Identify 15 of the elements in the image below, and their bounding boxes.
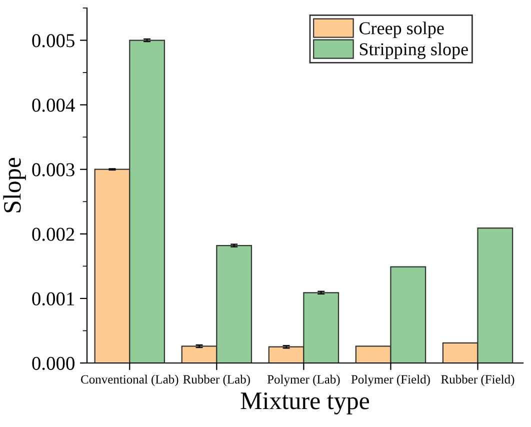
y-tick-label: 0.004 <box>32 98 75 112</box>
y-axis-title: Slope <box>3 158 26 212</box>
y-tick-label: 0.005 <box>32 34 74 48</box>
x-tick-label: Rubber (Field) <box>441 374 514 386</box>
x-tick-label: Polymer (Lab) <box>267 374 340 386</box>
y-tick-label: 0.003 <box>32 163 74 176</box>
legend-label: Creep solpe <box>359 22 444 38</box>
y-tick-label: 0.002 <box>32 228 74 241</box>
legend-label: Stripping slope <box>360 42 468 60</box>
x-tick-label: Polymer (Field) <box>351 374 430 386</box>
x-tick-label: Conventional (Lab) <box>81 374 178 386</box>
y-tick-label: 0.000 <box>32 356 74 370</box>
x-axis-title: Mixture type <box>240 392 370 414</box>
x-tick-label: Rubber (Lab) <box>183 374 250 386</box>
y-tick-label: 0.001 <box>32 292 74 306</box>
